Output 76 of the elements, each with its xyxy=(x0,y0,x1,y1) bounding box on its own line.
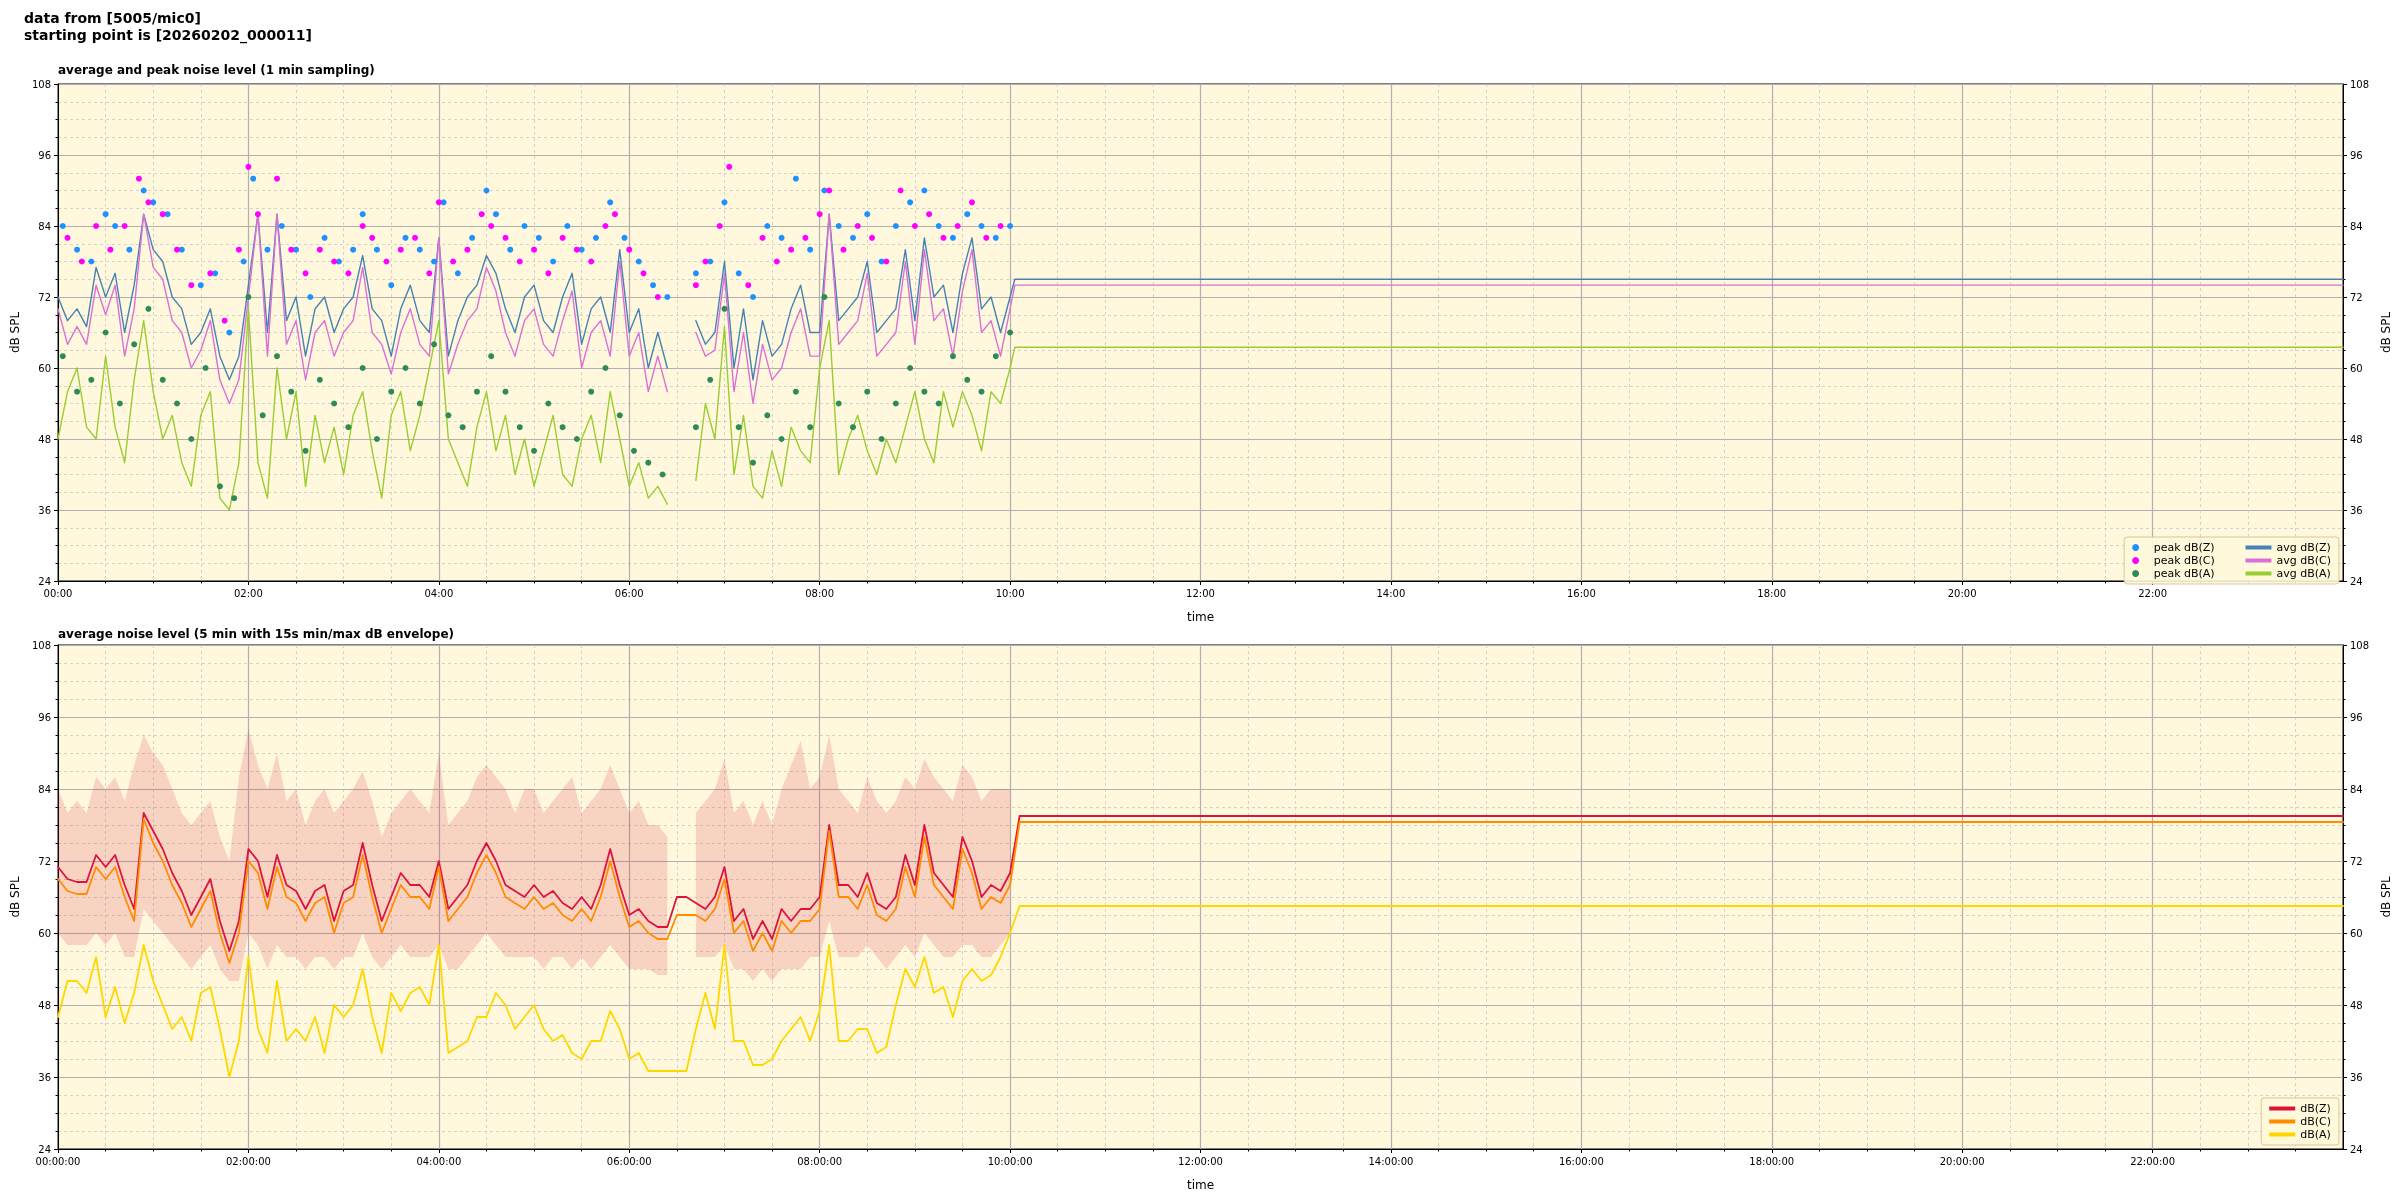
x-tick-label: 14:00 xyxy=(1376,587,1406,599)
x-tick-label: 22:00:00 xyxy=(2130,1155,2176,1167)
x-tick-label: 14:00:00 xyxy=(1368,1155,1414,1167)
x-tick-label: 00:00:00 xyxy=(35,1155,81,1167)
x-tick-label: 08:00 xyxy=(805,587,835,599)
x-tick-label: 12:00 xyxy=(1186,587,1215,599)
y2-tick-label: 24 xyxy=(2350,1143,2363,1155)
y-tick-label: 72 xyxy=(38,291,51,303)
x-tick-label: 02:00 xyxy=(234,587,263,599)
y-tick-label: 60 xyxy=(38,927,51,939)
x-tick-label: 10:00:00 xyxy=(987,1155,1033,1167)
x-tick-label: 20:00:00 xyxy=(1939,1155,1985,1167)
x-tick-label: 20:00 xyxy=(1947,587,1977,599)
x-tick-label: 16:00:00 xyxy=(1558,1155,1604,1167)
y2-tick-label: 36 xyxy=(2350,504,2363,516)
y-tick-label: 36 xyxy=(38,504,51,516)
x-tick-label: 00:00 xyxy=(43,587,73,599)
legend-label: avg dB(A) xyxy=(2276,567,2331,580)
x-tick-label: 08:00:00 xyxy=(797,1155,843,1167)
legend-label: peak dB(A) xyxy=(2153,567,2215,580)
y2-tick-label: 84 xyxy=(2350,220,2363,232)
legend-label: dB(A) xyxy=(2300,1128,2331,1141)
x-tick-label: 16:00 xyxy=(1566,587,1596,599)
legend-label: peak dB(Z) xyxy=(2153,541,2215,554)
legend-label: peak dB(C) xyxy=(2153,554,2215,567)
legend-label: avg dB(Z) xyxy=(2276,541,2331,554)
x-tick-label: 12:00:00 xyxy=(1178,1155,1223,1167)
line-series xyxy=(57,905,2344,1078)
y2-tick-label: 60 xyxy=(2350,927,2363,939)
y2-tick-label: 96 xyxy=(2350,711,2363,723)
x-tick-label: 02:00:00 xyxy=(225,1155,271,1167)
y-tick-label: 36 xyxy=(38,1071,51,1083)
x-tick-label: 22:00 xyxy=(2138,587,2167,599)
y-tick-label: 48 xyxy=(38,433,51,445)
y2-tick-label: 84 xyxy=(2350,783,2363,795)
y-tick-label: 108 xyxy=(31,78,51,90)
legend-label: dB(C) xyxy=(2300,1115,2331,1128)
y2-tick-label: 72 xyxy=(2350,291,2363,303)
legend-label: avg dB(C) xyxy=(2276,554,2332,567)
y2-tick-label: 108 xyxy=(2350,78,2370,90)
x-tick-label: 18:00 xyxy=(1757,587,1787,599)
y2-tick-label: 48 xyxy=(2350,433,2363,445)
legend-label: dB(Z) xyxy=(2300,1102,2331,1115)
y-tick-label: 24 xyxy=(38,1143,51,1155)
chart-title: average noise level (5 min with 15s min/max dB envelope) xyxy=(58,627,455,641)
y-tick-label: 108 xyxy=(31,639,51,651)
y-tick-label: 48 xyxy=(38,999,51,1011)
text: starting point is [20260202_000011] xyxy=(24,27,312,44)
y-axis-title: dB SPL xyxy=(8,311,23,354)
x-axis-title: time xyxy=(1186,1178,1215,1192)
y2-tick-label: 48 xyxy=(2350,999,2363,1011)
y2-tick-label: 36 xyxy=(2350,1071,2363,1083)
y2-tick-label: 72 xyxy=(2350,855,2363,867)
y-tick-label: 60 xyxy=(38,362,51,374)
y-tick-label: 72 xyxy=(38,855,51,867)
x-tick-label: 04:00:00 xyxy=(416,1155,462,1167)
x-axis-title: time xyxy=(1186,610,1215,624)
y2-tick-label: 24 xyxy=(2350,575,2363,587)
chart-title: average and peak noise level (1 min sampling) xyxy=(58,63,375,77)
y-tick-label: 96 xyxy=(38,711,51,723)
y-tick-label: 84 xyxy=(38,220,51,232)
x-tick-label: 18:00:00 xyxy=(1749,1155,1795,1167)
x-tick-label: 06:00:00 xyxy=(606,1155,652,1167)
y-tick-label: 24 xyxy=(38,575,51,587)
x-tick-label: 06:00 xyxy=(614,587,644,599)
text: data from [5005/mic0] xyxy=(24,10,201,26)
y2-tick-label: 108 xyxy=(2350,639,2370,651)
y-tick-label: 96 xyxy=(38,149,51,161)
x-tick-label: 10:00 xyxy=(995,587,1025,599)
x-tick-label: 04:00 xyxy=(424,587,454,599)
y-tick-label: 84 xyxy=(38,783,51,795)
y2-axis-title: dB SPL xyxy=(2378,876,2393,918)
y2-tick-label: 96 xyxy=(2350,149,2363,161)
y2-axis-title: dB SPL xyxy=(2378,311,2393,354)
y-axis-title: dB SPL xyxy=(8,876,23,918)
y2-tick-label: 60 xyxy=(2350,362,2363,374)
